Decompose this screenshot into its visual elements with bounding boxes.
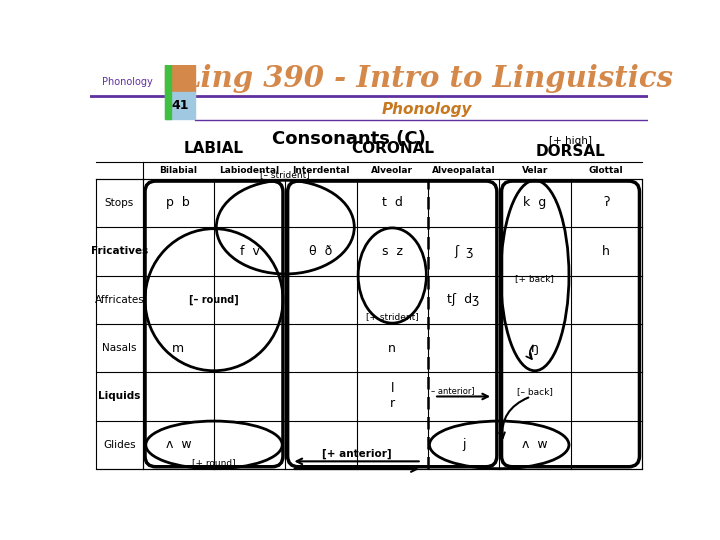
Text: Stops: Stops [105, 198, 134, 208]
Text: Glides: Glides [103, 440, 136, 450]
Text: ŋ: ŋ [531, 342, 539, 355]
Text: ʔ: ʔ [603, 197, 609, 210]
Text: Labiodental: Labiodental [220, 166, 279, 175]
Text: l
r: l r [390, 382, 395, 410]
Text: t  d: t d [382, 197, 402, 210]
Text: CORONAL: CORONAL [351, 141, 433, 156]
Text: Liquids: Liquids [98, 392, 140, 401]
Text: m: m [172, 342, 184, 355]
Text: 41: 41 [171, 99, 189, 112]
Text: Phonology: Phonology [102, 77, 153, 87]
Text: [– round]: [– round] [189, 295, 239, 305]
Text: Velar: Velar [522, 166, 548, 175]
Text: ʌ  w: ʌ w [166, 438, 192, 451]
Text: Phonology: Phonology [382, 102, 472, 117]
Text: j: j [462, 438, 465, 451]
Text: Affricates: Affricates [94, 295, 144, 305]
Text: [+ back]: [+ back] [516, 274, 554, 283]
Text: – anterior]: – anterior] [431, 386, 474, 395]
Text: [+ high]: [+ high] [549, 136, 592, 146]
Text: Nasals: Nasals [102, 343, 137, 353]
Text: [– back]: [– back] [517, 387, 553, 396]
Text: Alveolar: Alveolar [372, 166, 413, 175]
Bar [165, 65, 171, 92]
Text: Bilabial: Bilabial [159, 166, 197, 175]
Text: DORSAL: DORSAL [536, 144, 606, 159]
Text: tʃ  dʒ: tʃ dʒ [447, 293, 480, 306]
Bar [165, 92, 171, 119]
Text: Fricatives: Fricatives [91, 246, 148, 256]
Text: Ling 390 - Intro to Linguistics: Ling 390 - Intro to Linguistics [181, 64, 674, 93]
Text: [+ anterior]: [+ anterior] [322, 449, 392, 459]
Text: [+ strident]: [+ strident] [366, 313, 418, 322]
Text: θ  ð: θ ð [310, 245, 333, 258]
Bar [165, 92, 194, 119]
Bar [165, 65, 194, 92]
Text: p  b: p b [166, 197, 190, 210]
Text: [+ round]: [+ round] [192, 458, 236, 468]
Text: k  g: k g [523, 197, 546, 210]
Text: f  v: f v [240, 245, 260, 258]
Text: h: h [602, 245, 610, 258]
Text: Glottal: Glottal [589, 166, 624, 175]
Text: n: n [388, 342, 396, 355]
Text: [– strident]: [– strident] [261, 171, 310, 179]
Text: ʌ  w: ʌ w [522, 438, 548, 451]
Text: s  z: s z [382, 245, 402, 258]
Text: LABIAL: LABIAL [184, 141, 244, 156]
Text: Interdental: Interdental [292, 166, 350, 175]
Text: Alveopalatal: Alveopalatal [432, 166, 495, 175]
Text: ʃ  ʒ: ʃ ʒ [454, 245, 473, 258]
Text: Consonants (C): Consonants (C) [272, 130, 426, 148]
